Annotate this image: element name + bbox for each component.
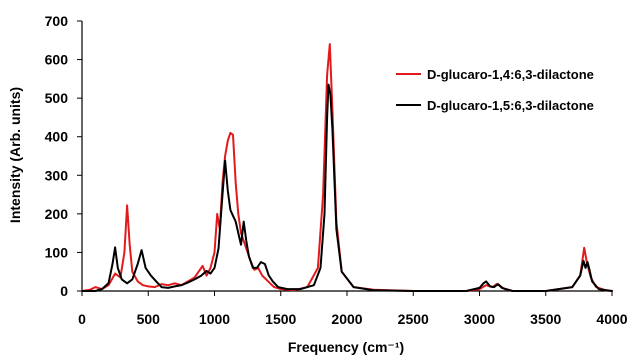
- y-tick-label: 0: [60, 283, 68, 299]
- x-tick-label: 500: [137, 311, 161, 327]
- x-tick-label: 0: [78, 311, 86, 327]
- legend: D-glucaro-1,4:6,3-dilactone D-glucaro-1,5…: [396, 67, 594, 113]
- x-tick-label: 2000: [331, 311, 362, 327]
- y-tick-label: 700: [45, 13, 69, 29]
- axes: 0 500 1000 1500 2000 2500 3000 3500 4000 0 100 200 3…: [45, 13, 628, 327]
- y-axis-title: Intensity (Arb. units): [7, 87, 23, 223]
- legend-label-2: D-glucaro-1,5:6,3-dilactone: [427, 98, 594, 113]
- x-tick-label: 1000: [199, 311, 230, 327]
- x-tick-label: 1500: [265, 311, 296, 327]
- y-tick-label: 400: [45, 129, 69, 145]
- x-axis-title: Frequency (cm⁻¹): [288, 339, 404, 355]
- y-tick-label: 600: [45, 52, 69, 68]
- legend-label-1: D-glucaro-1,4:6,3-dilactone: [427, 67, 594, 82]
- y-tick-label: 500: [45, 90, 69, 106]
- series-layer: [81, 43, 613, 292]
- x-tick-label: 3000: [464, 311, 495, 327]
- x-tick-label: 2500: [398, 311, 429, 327]
- y-tick-label: 100: [45, 244, 69, 260]
- x-tick-label: 3500: [530, 311, 561, 327]
- y-tick-label: 300: [45, 167, 69, 183]
- x-tick-label: 4000: [596, 311, 627, 327]
- series-line-2: [81, 83, 613, 292]
- y-tick-label: 200: [45, 206, 69, 222]
